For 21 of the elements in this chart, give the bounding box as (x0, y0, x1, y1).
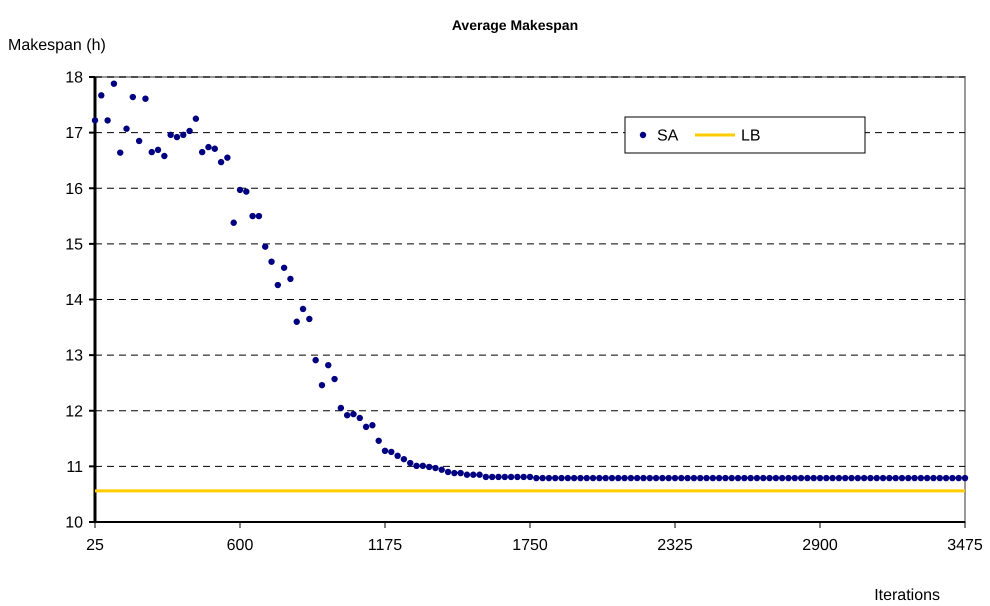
y-axis-title: Makespan (h) (8, 37, 106, 54)
y-tick-label: 12 (65, 403, 84, 420)
y-tick-label: 16 (65, 180, 84, 198)
legend-label: SA (657, 128, 679, 145)
x-tick-label: 1175 (368, 537, 402, 554)
y-tick-label: 14 (65, 292, 84, 310)
y-tick-label: 13 (65, 348, 84, 365)
y-tick-label: 11 (66, 458, 84, 476)
x-tick-label: 2325 (657, 537, 693, 554)
x-axis-title: Iterations (874, 587, 940, 604)
y-tick-label: 15 (65, 236, 84, 254)
legend-label: LB (741, 128, 761, 145)
y-tick-label: 10 (65, 514, 84, 532)
x-tick-label: 3475 (947, 537, 983, 554)
x-tick-label: 600 (226, 537, 254, 554)
x-tick-label: 2900 (802, 537, 838, 554)
y-tick-label: 17 (65, 125, 84, 142)
x-tick-label: 25 (86, 537, 104, 554)
x-tick-label: 1750 (512, 537, 548, 554)
chart-title: Average Makespan (452, 17, 578, 33)
y-tick-label: 18 (65, 70, 84, 87)
